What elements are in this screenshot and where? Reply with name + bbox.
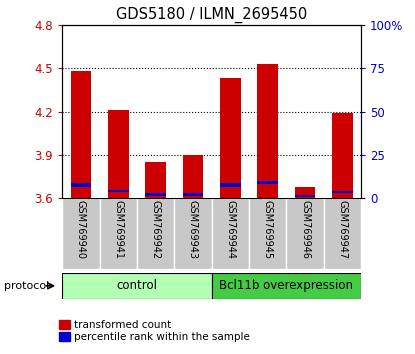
- Bar: [286, 198, 324, 269]
- Text: control: control: [117, 279, 157, 292]
- Bar: [332, 190, 353, 193]
- Text: GSM769946: GSM769946: [300, 200, 310, 259]
- Title: GDS5180 / ILMN_2695450: GDS5180 / ILMN_2695450: [116, 7, 307, 23]
- Bar: [295, 187, 315, 198]
- Bar: [145, 162, 166, 198]
- Text: protocol: protocol: [4, 281, 49, 291]
- Text: GSM769942: GSM769942: [151, 200, 161, 259]
- Bar: [324, 198, 361, 269]
- Bar: [220, 78, 241, 198]
- Bar: [108, 190, 129, 193]
- Bar: [220, 183, 241, 187]
- Text: GSM769945: GSM769945: [263, 200, 273, 259]
- Text: GSM769943: GSM769943: [188, 200, 198, 259]
- Bar: [249, 198, 286, 269]
- Bar: [212, 198, 249, 269]
- Bar: [62, 198, 100, 269]
- Bar: [71, 183, 91, 187]
- Text: GSM769947: GSM769947: [337, 200, 347, 259]
- Bar: [212, 273, 361, 299]
- Legend: transformed count, percentile rank within the sample: transformed count, percentile rank withi…: [59, 320, 249, 342]
- Bar: [108, 110, 129, 198]
- Bar: [332, 113, 353, 198]
- Bar: [257, 181, 278, 184]
- Bar: [174, 198, 212, 269]
- Text: GSM769940: GSM769940: [76, 200, 86, 259]
- Bar: [71, 71, 91, 198]
- Bar: [257, 64, 278, 198]
- Text: Bcl11b overexpression: Bcl11b overexpression: [220, 279, 353, 292]
- Bar: [183, 155, 203, 198]
- Bar: [183, 194, 203, 196]
- Bar: [137, 198, 174, 269]
- Bar: [62, 273, 212, 299]
- Bar: [100, 198, 137, 269]
- Text: GSM769941: GSM769941: [113, 200, 123, 259]
- Bar: [145, 194, 166, 196]
- Bar: [295, 195, 315, 197]
- Text: GSM769944: GSM769944: [225, 200, 235, 259]
